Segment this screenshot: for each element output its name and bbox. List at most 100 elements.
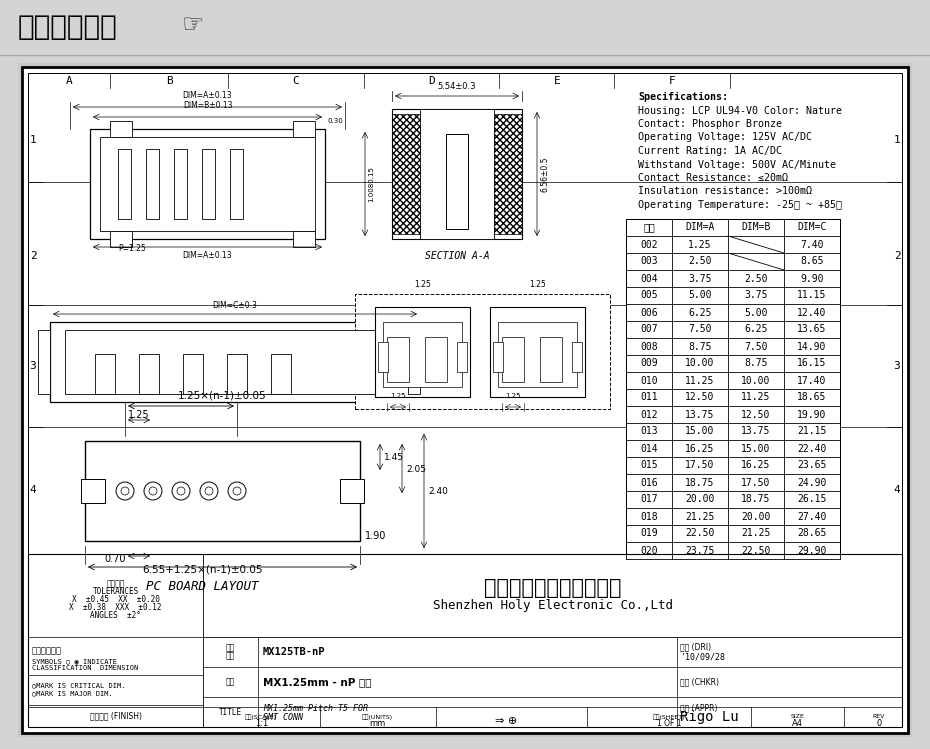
- Text: Operating Temperature: -25℃ ~ +85℃: Operating Temperature: -25℃ ~ +85℃: [638, 200, 842, 210]
- Bar: [494, 114, 522, 234]
- Text: 5.00: 5.00: [744, 308, 768, 318]
- Text: 5.54±0.3: 5.54±0.3: [438, 82, 476, 91]
- Text: E: E: [553, 714, 561, 724]
- Text: A: A: [66, 714, 73, 724]
- Text: Rigo Lu: Rigo Lu: [681, 710, 739, 724]
- Bar: [85, 441, 360, 541]
- Text: A4: A4: [791, 720, 803, 729]
- Bar: [22, 67, 908, 733]
- Text: SIZE: SIZE: [790, 715, 804, 720]
- Bar: [90, 129, 325, 239]
- Bar: [493, 342, 503, 372]
- Text: DIM=A: DIM=A: [685, 222, 714, 232]
- Text: F: F: [669, 714, 675, 724]
- Text: ⇒ ⊕: ⇒ ⊕: [495, 716, 517, 726]
- Text: 13.75: 13.75: [685, 410, 714, 419]
- Text: 17.50: 17.50: [685, 461, 714, 470]
- Bar: [498, 322, 577, 387]
- Text: 18.65: 18.65: [797, 392, 827, 402]
- Text: 检验尺寸标准: 检验尺寸标准: [32, 646, 62, 655]
- Text: TOLERANCES: TOLERANCES: [92, 587, 139, 596]
- Text: PC BOARD LAYOUT: PC BOARD LAYOUT: [146, 580, 259, 592]
- Bar: [375, 307, 470, 397]
- Bar: [146, 149, 159, 219]
- Bar: [28, 554, 902, 727]
- Bar: [387, 337, 409, 382]
- Text: DIM=C±0.3: DIM=C±0.3: [213, 301, 258, 310]
- Bar: [355, 294, 610, 409]
- Text: 21.25: 21.25: [685, 512, 714, 521]
- Text: 017: 017: [640, 494, 658, 505]
- Text: 006: 006: [640, 308, 658, 318]
- Text: 010: 010: [640, 375, 658, 386]
- Text: 5.00: 5.00: [688, 291, 711, 300]
- Text: 013: 013: [640, 426, 658, 437]
- Bar: [110, 121, 132, 137]
- Text: 1.0080.15: 1.0080.15: [368, 166, 374, 202]
- Text: 工程: 工程: [226, 643, 235, 652]
- Text: A: A: [66, 76, 73, 86]
- Bar: [378, 342, 388, 372]
- Text: 015: 015: [640, 461, 658, 470]
- Text: Withstand Voltage: 500V AC/Minute: Withstand Voltage: 500V AC/Minute: [638, 160, 836, 169]
- Text: 29.90: 29.90: [797, 545, 827, 556]
- Text: 2.50: 2.50: [688, 256, 711, 267]
- Text: Contact Resistance: ≤20mΩ: Contact Resistance: ≤20mΩ: [638, 173, 788, 183]
- Text: 5: 5: [30, 635, 36, 645]
- Text: 4: 4: [30, 485, 36, 495]
- Text: 1:1: 1:1: [255, 720, 268, 729]
- Text: 11.15: 11.15: [797, 291, 827, 300]
- Text: 单位(UNITS): 单位(UNITS): [362, 715, 393, 720]
- Bar: [28, 73, 902, 727]
- Text: 16.25: 16.25: [685, 443, 714, 453]
- Bar: [18, 63, 912, 737]
- Text: 13.75: 13.75: [741, 426, 771, 437]
- Text: ○MARK IS CRITICAL DIM.: ○MARK IS CRITICAL DIM.: [32, 683, 126, 689]
- Text: 19.90: 19.90: [797, 410, 827, 419]
- Text: 014: 014: [640, 443, 658, 453]
- Text: 7.50: 7.50: [688, 324, 711, 335]
- Text: 22.50: 22.50: [685, 529, 714, 539]
- Text: MX1.25mm Pitch T5 FOR: MX1.25mm Pitch T5 FOR: [263, 703, 368, 712]
- Text: 6.55+1.25×(n-1)±0.05: 6.55+1.25×(n-1)±0.05: [142, 564, 263, 574]
- Bar: [626, 219, 840, 559]
- Text: 8.75: 8.75: [688, 342, 711, 351]
- Bar: [446, 134, 468, 229]
- Bar: [457, 342, 467, 372]
- Text: DIM=A±0.13: DIM=A±0.13: [182, 91, 232, 100]
- Text: 21.25: 21.25: [741, 529, 771, 539]
- Text: 1.25: 1.25: [688, 240, 711, 249]
- Text: 核准 (APPR): 核准 (APPR): [681, 703, 718, 712]
- Text: SECTION A-A: SECTION A-A: [425, 251, 489, 261]
- Text: 22.40: 22.40: [797, 443, 827, 453]
- Bar: [227, 354, 247, 394]
- Bar: [110, 231, 132, 247]
- Text: 21.15: 21.15: [797, 426, 827, 437]
- Text: P=1.25: P=1.25: [118, 244, 146, 253]
- Text: 2.40: 2.40: [428, 487, 448, 496]
- Text: 004: 004: [640, 273, 658, 284]
- Text: 10.00: 10.00: [685, 359, 714, 369]
- Text: 11.25: 11.25: [685, 375, 714, 386]
- Text: 009: 009: [640, 359, 658, 369]
- Text: 20.00: 20.00: [741, 512, 771, 521]
- Text: 12.40: 12.40: [797, 308, 827, 318]
- Text: 1 OF 1: 1 OF 1: [657, 720, 682, 729]
- Text: 1: 1: [30, 135, 36, 145]
- Text: 2.50: 2.50: [744, 273, 768, 284]
- Text: 11.25: 11.25: [741, 392, 771, 402]
- Text: 14.90: 14.90: [797, 342, 827, 351]
- Text: 27.40: 27.40: [797, 512, 827, 521]
- Text: 3: 3: [894, 361, 900, 371]
- Bar: [139, 354, 159, 394]
- Text: 1: 1: [894, 135, 900, 145]
- Text: 9.90: 9.90: [800, 273, 824, 284]
- Text: 制图 (DRI): 制图 (DRI): [681, 643, 711, 652]
- Text: SYMBOLS ○ ◉ INDICATE: SYMBOLS ○ ◉ INDICATE: [32, 658, 117, 664]
- Text: 22.50: 22.50: [741, 545, 771, 556]
- Text: 20.00: 20.00: [685, 494, 714, 505]
- Text: D: D: [429, 714, 435, 724]
- Text: 23.65: 23.65: [797, 461, 827, 470]
- Bar: [0, 0, 930, 55]
- Text: 品名: 品名: [226, 678, 235, 687]
